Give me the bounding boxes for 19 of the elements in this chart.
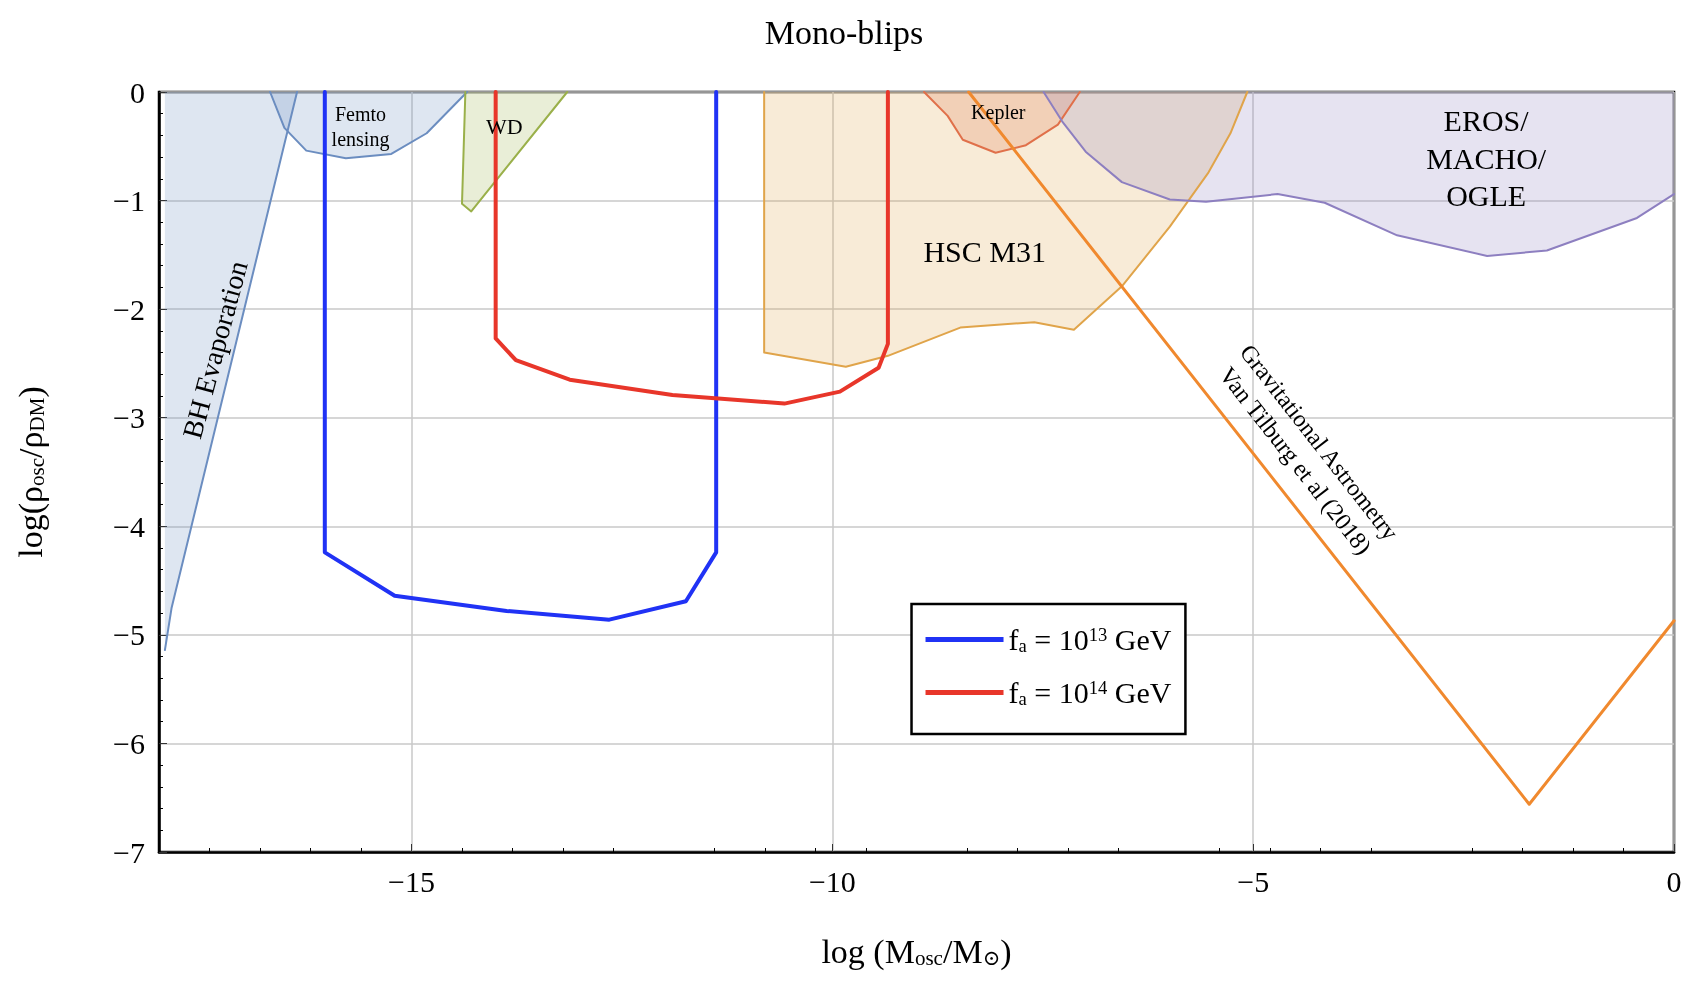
x-tick-label: 0 <box>1666 864 1682 898</box>
y-tick-label: −5 <box>113 618 145 652</box>
annotation: HSC M31 <box>923 235 1046 269</box>
y-tick-label: −3 <box>113 401 145 435</box>
y-tick-label: −6 <box>113 726 145 760</box>
y-tick-label: −4 <box>113 509 145 543</box>
chart-title: Mono-blips <box>764 13 924 51</box>
x-tick-label: −5 <box>1237 864 1270 898</box>
line-series <box>322 90 719 622</box>
y-axis-title: log(ρosc/ρDM) <box>11 386 50 558</box>
y-tick-label: −7 <box>113 835 145 869</box>
x-tick-label: −15 <box>388 864 435 898</box>
y-tick-label: −1 <box>113 184 145 218</box>
y-tick-label: −2 <box>113 292 145 326</box>
annotation: Femto lensing <box>331 103 390 152</box>
annotation: EROS/ MACHO/ OGLE <box>1426 104 1547 213</box>
x-axis-title: log (Mosc/M⊙) <box>821 932 1012 971</box>
x-tick-label: −10 <box>808 864 856 898</box>
y-tick-label: 0 <box>130 75 145 109</box>
